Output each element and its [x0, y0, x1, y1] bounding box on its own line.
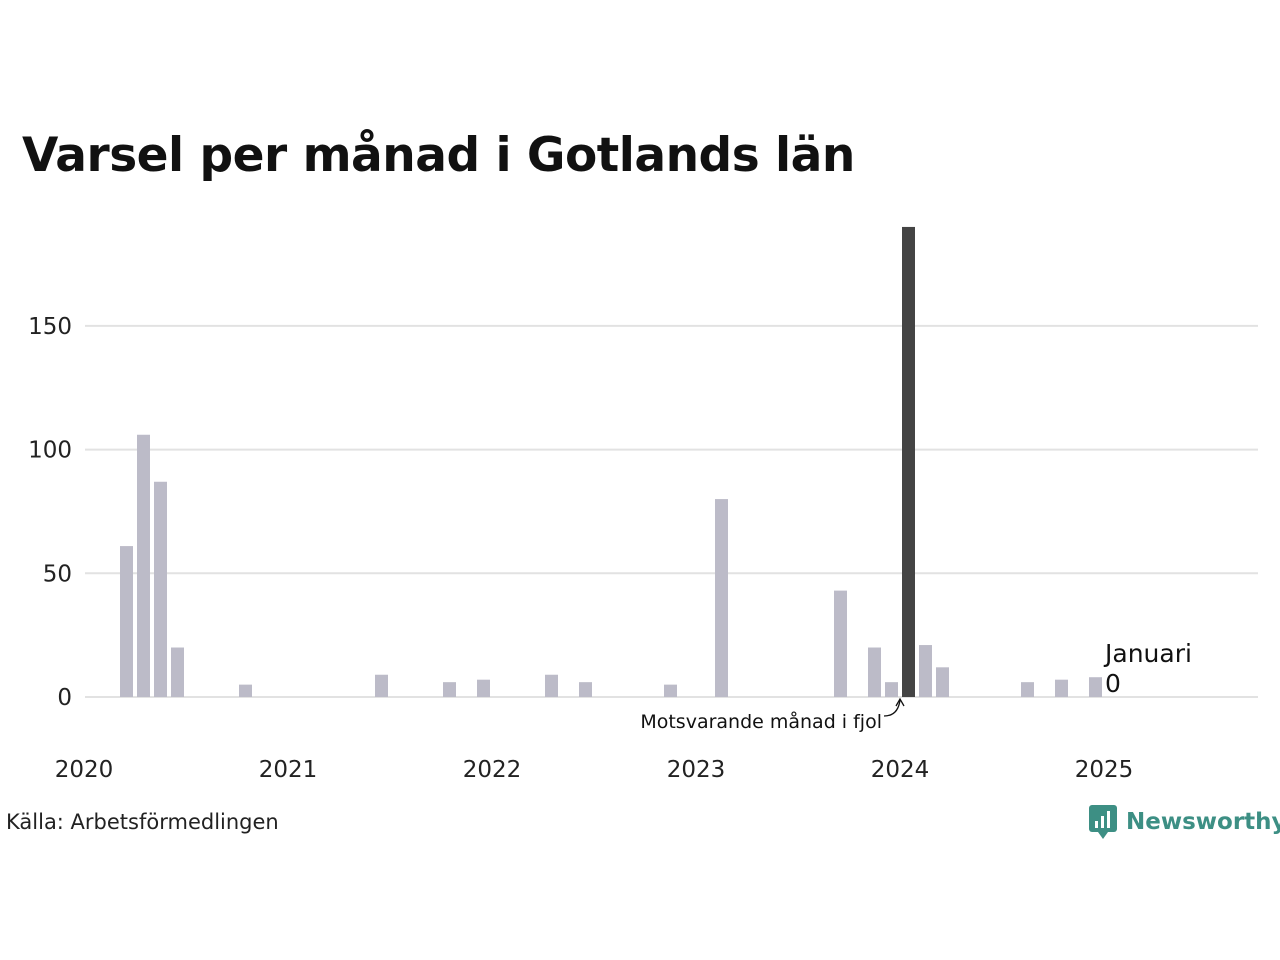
- gridlines: [85, 324, 1258, 698]
- bar: [885, 682, 898, 697]
- bar: [919, 645, 932, 697]
- bar: [443, 682, 456, 697]
- newsworthy-logo-icon: [1089, 805, 1117, 839]
- callout-value: 0: [1105, 669, 1121, 698]
- bar: [868, 647, 881, 697]
- y-axis-ticks: 0 50 100 150: [28, 314, 72, 711]
- x-tick-label: 2020: [55, 757, 114, 783]
- x-tick-label: 2023: [667, 757, 726, 783]
- bar: [936, 667, 949, 697]
- x-tick-label: 2021: [259, 757, 318, 783]
- bar: [120, 546, 133, 697]
- x-tick-label: 2022: [463, 757, 522, 783]
- bar: [154, 481, 167, 697]
- bar: [1089, 677, 1102, 697]
- bar: [834, 590, 847, 697]
- annotation-arrowhead: [895, 697, 905, 707]
- y-tick-label: 100: [28, 438, 72, 464]
- bar-chart: 0 50 100 150 2020 2021 2022 2023 2024 2025 Motsv…: [28, 226, 1258, 783]
- x-tick-label: 2025: [1075, 757, 1134, 783]
- bar: [137, 434, 150, 697]
- brand-name: Newsworthy: [1126, 809, 1280, 835]
- y-tick-label: 150: [28, 314, 72, 340]
- annotation-arrow: [883, 699, 901, 717]
- bar: [664, 684, 677, 697]
- annotation-text: Motsvarande månad i fjol: [640, 710, 882, 733]
- bar: [375, 674, 388, 697]
- source-note: Källa: Arbetsförmedlingen: [6, 810, 279, 834]
- bar: [545, 674, 558, 697]
- x-tick-label: 2024: [871, 757, 930, 783]
- bar: [579, 682, 592, 697]
- y-tick-label: 50: [43, 561, 72, 587]
- newsworthy-logo[interactable]: Newsworthy: [1088, 804, 1280, 840]
- bar: [715, 499, 728, 697]
- bars: [120, 226, 1102, 697]
- callout-month: Januari: [1103, 639, 1192, 668]
- last-year-annotation: Motsvarande månad i fjol: [640, 697, 905, 733]
- y-tick-label: 0: [57, 685, 72, 711]
- chart-title: Varsel per månad i Gotlands län: [22, 128, 855, 183]
- bar-highlight: [902, 226, 915, 697]
- bar: [239, 684, 252, 697]
- bar: [1055, 679, 1068, 697]
- bar: [1021, 682, 1034, 697]
- bar: [477, 679, 490, 697]
- x-axis-ticks: 2020 2021 2022 2023 2024 2025: [55, 757, 1134, 783]
- bar: [171, 647, 184, 697]
